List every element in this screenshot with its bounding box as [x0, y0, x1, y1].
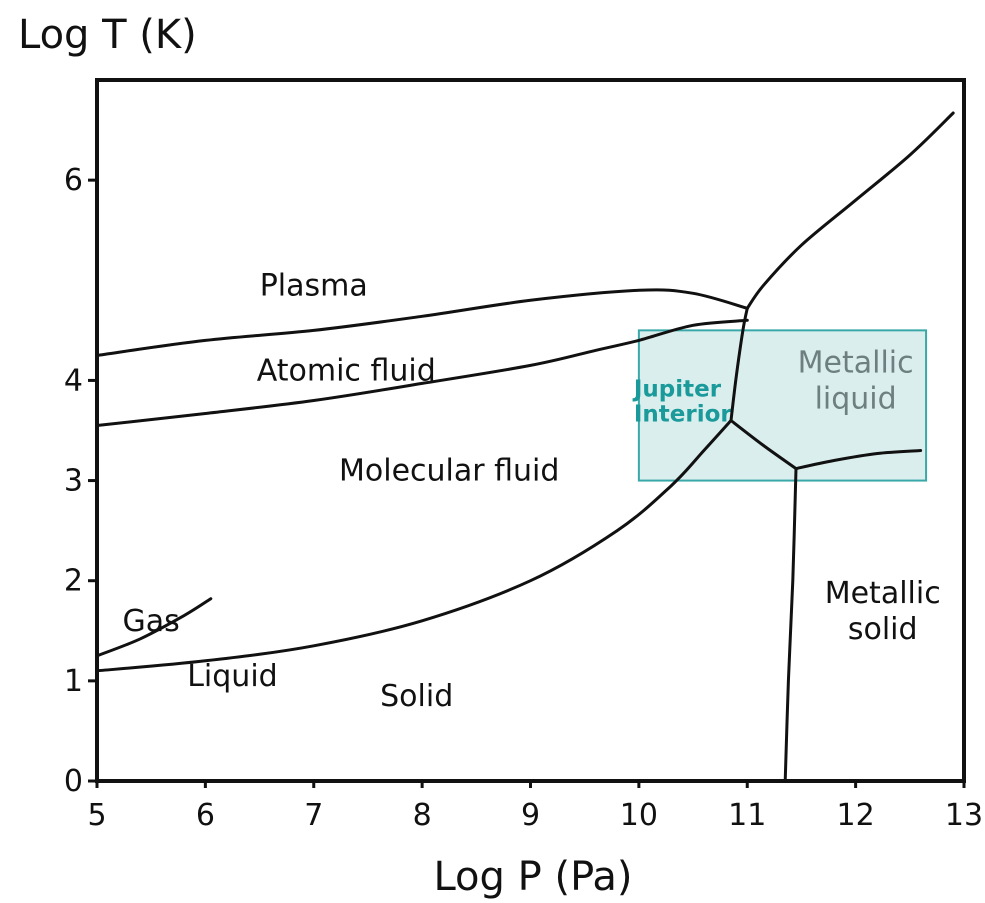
region-label-layer: Plasma Atomic fluid Molecular fluid GasLiqu… — [123, 268, 941, 714]
region-label-metallic-solid: Metallic solid — [825, 576, 941, 647]
x-tick-label: 7 — [304, 798, 323, 833]
x-axis-title: Log P (Pa) — [433, 854, 632, 900]
region-label-molecular-fluid: Molecular fluid — [339, 454, 559, 489]
y-tick-label: 4 — [64, 363, 83, 398]
x-tick-label: 9 — [521, 798, 540, 833]
boundary-layer — [95, 111, 955, 783]
boundary-atomic-molecular — [95, 318, 749, 427]
jupiter-interior-box — [637, 329, 928, 482]
x-tick-label: 10 — [620, 798, 658, 833]
y-tick-label: 0 — [64, 764, 83, 799]
y-axis-title: Log T (K) — [18, 12, 197, 58]
y-tick-label: 3 — [64, 464, 83, 499]
boundary-metallic-liquid-solid — [794, 449, 923, 471]
x-tick-label: 13 — [945, 798, 983, 833]
y-tick-label: 6 — [64, 163, 83, 198]
boundary-gas-liquid — [95, 597, 213, 658]
x-tick-label: 8 — [413, 798, 432, 833]
boundary-plasma-metallic — [745, 111, 955, 310]
x-tick-label: 5 — [87, 798, 106, 833]
annotation-layer: Jupiter Interior — [632, 329, 928, 482]
boundary-metallic-triple — [729, 419, 798, 471]
boundary-plasma-atomic — [95, 288, 749, 357]
region-label-solid: Solid — [380, 679, 453, 714]
region-label-metallic-liquid: Metallic liquid — [798, 345, 914, 416]
region-label-atomic-fluid: Atomic fluid — [257, 353, 436, 388]
x-tick-label: 12 — [837, 798, 875, 833]
boundary-molecular-metallic — [729, 306, 749, 422]
jupiter-interior-label: Jupiter Interior — [632, 376, 733, 427]
region-label-gas: Gas — [123, 604, 180, 639]
x-tick-label: 6 — [196, 798, 215, 833]
region-label-plasma: Plasma — [260, 268, 368, 303]
x-tick-label: 11 — [728, 798, 766, 833]
region-label-liquid: Liquid — [187, 659, 277, 694]
boundary-molecular-solid — [95, 419, 733, 673]
boundary-metallic-solid-lower — [783, 467, 798, 783]
y-tick-label: 1 — [64, 664, 83, 699]
y-tick-label: 2 — [64, 564, 83, 599]
